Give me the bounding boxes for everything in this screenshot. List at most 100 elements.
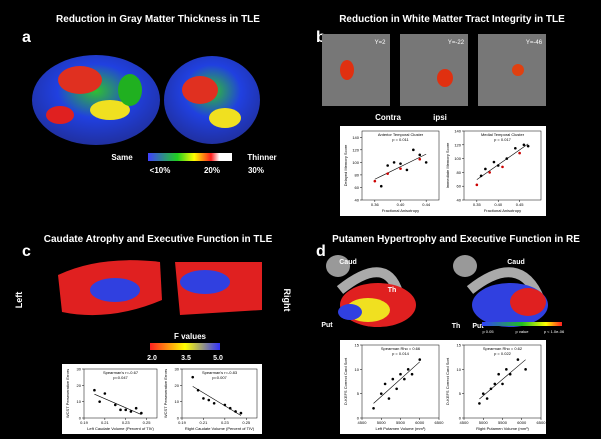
colorbar-tick: 3.5 [181,355,191,362]
colorbar [150,343,220,350]
x-tick-label: 0.19 [178,420,187,425]
point [373,179,377,183]
cluster [512,64,524,76]
point [505,157,509,160]
point [113,403,117,407]
y-tick-label: 140 [454,129,461,134]
y-tick-label: 30 [175,367,180,372]
point [522,143,526,147]
point [485,397,489,400]
brain-blob [46,106,74,124]
panel-title: Caudate Atrophy and Executive Function i… [44,234,273,245]
y-tick-label: 15 [457,343,462,348]
y-tick-label: 120 [454,142,461,147]
x-tick-label: 0.25 [143,420,152,425]
panel-b: b Reduction in White Matter Tract Integr… [316,14,565,216]
y-axis-label: WCST Perseverative Errors [65,369,70,418]
panel-label: c [22,243,31,260]
point [496,164,500,167]
x-tick-label: 6000 [517,420,527,425]
y-tick-label: 15 [355,343,360,348]
x-tick-label: 0.19 [80,420,89,425]
x-axis-label: Right Caudate Volume (Percent of TIV) [185,426,255,431]
point [516,358,520,361]
head [326,255,350,277]
x-axis-label: Fractional Anisotropy [382,208,419,213]
x-axis-label: Left Putamen Volume (mm³) [375,426,426,431]
y-tick-label: 10 [77,399,82,404]
point [479,174,483,178]
point [501,165,504,169]
point [418,358,422,361]
point [526,144,530,148]
point [493,382,497,386]
point [395,387,398,391]
plot-box [340,126,546,216]
plot-title: Spearman's r=-0.67 [103,370,139,375]
x-tick-label: 4500 [460,420,470,425]
point [392,161,396,164]
point [372,406,375,410]
panel-title: Reduction in Gray Matter Thickness in TL… [56,14,260,25]
colorbar-tick: <10% [150,166,171,175]
x-tick-label: 0.40 [397,202,406,207]
brain-blob [209,108,241,128]
x-axis-label: Fractional Anisotropy [484,208,521,213]
y-tick-label: 5 [357,391,360,396]
point [418,153,422,157]
brain-blob [182,76,218,104]
plot-title: Anterior Temporal Cluster [378,132,424,137]
y-tick-label: 40 [457,198,462,203]
point [406,368,410,371]
x-tick-label: 6000 [415,420,425,425]
x-tick-label: 0.25 [242,420,251,425]
slice-label: Y=-22 [448,40,465,46]
x-tick-label: 0.21 [200,420,209,425]
head [453,255,477,277]
point [488,171,491,174]
putamen-blob [338,304,362,320]
point [501,382,504,386]
slice-label: Y=-46 [526,40,543,46]
y-axis-label: D-KEFS Correct Card Sort [445,357,450,405]
cluster [340,60,354,80]
point [98,400,101,403]
point [379,392,383,395]
point [134,406,138,410]
plot-stat: p = 0.014 [392,351,410,356]
point [202,397,205,400]
point [207,398,211,402]
point [129,410,133,413]
structure-label: Th [452,323,461,330]
plot-stat: p = 0.011 [392,137,409,142]
brain-blob [118,74,142,106]
point [212,402,216,405]
structure-label: Put [472,323,484,330]
colorbar-tick: 20% [204,166,220,175]
y-tick-label: 0 [79,416,82,421]
plot-title: Spearman's r=-0.83 [202,370,238,375]
x-axis-label: Right Putamen Volume (mm³) [476,426,529,431]
point [505,368,508,371]
slice-label: Y=2 [375,40,387,46]
point [399,162,402,165]
y-tick-label: 0 [357,416,360,421]
y-tick-label: 40 [355,198,360,203]
plot-stat: p = 0.022 [494,351,512,356]
colorbar-tick: p value [516,329,530,334]
plot-stat: p=0.007 [212,375,227,380]
y-tick-label: 20 [77,383,82,388]
y-tick-label: 80 [355,172,360,177]
x-tick-label: 4500 [358,420,368,425]
point [492,160,496,164]
colorbar-tick: p < 1.0e-06 [544,329,565,334]
colorbar-tick: 5.0 [213,355,223,362]
brain-blob [90,100,130,120]
point [410,372,414,376]
x-tick-label: 0.21 [101,420,110,425]
point [119,408,122,412]
plot-stat: p = 0.017 [494,137,512,142]
point [124,408,128,412]
colorbar-title: F values [174,332,207,341]
